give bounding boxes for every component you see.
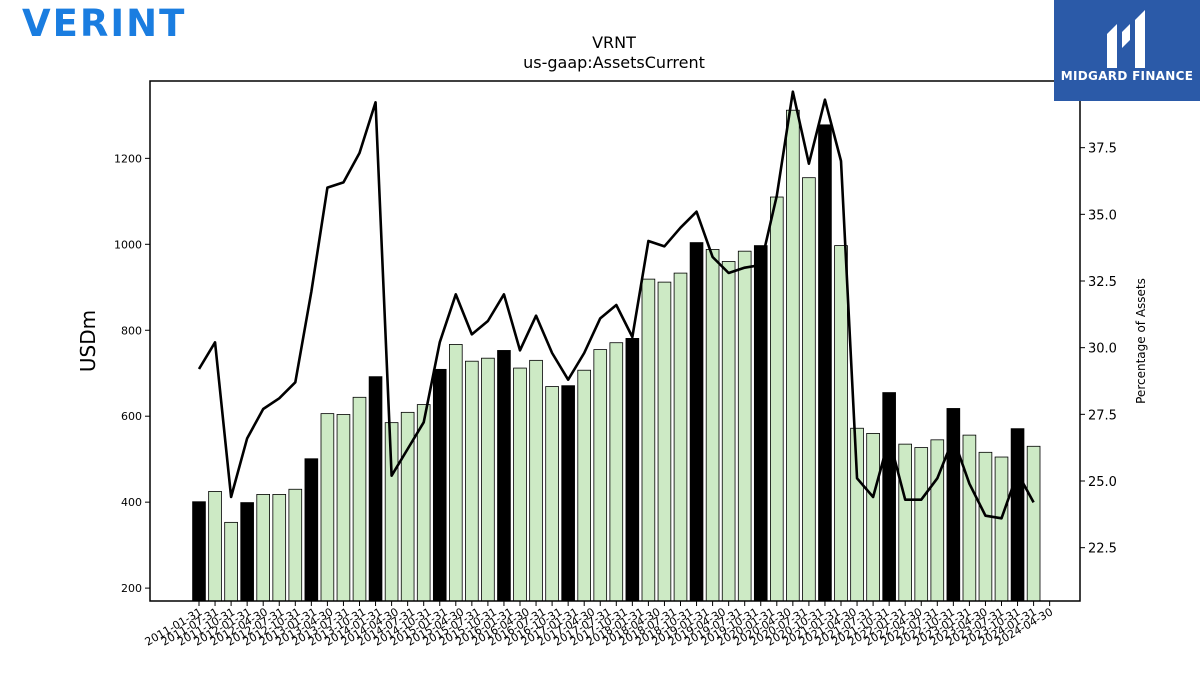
verint-logo: VERINT xyxy=(22,2,187,45)
bar xyxy=(673,272,688,602)
series-line xyxy=(197,90,1035,520)
bar xyxy=(432,368,447,602)
bar xyxy=(705,249,720,602)
y-tick-label: 200 xyxy=(121,582,142,595)
bar xyxy=(721,261,736,602)
bar xyxy=(625,338,640,602)
bar xyxy=(994,456,1009,602)
chart-title: VRNT xyxy=(592,33,636,52)
bar xyxy=(834,245,848,602)
y-tick-label: 600 xyxy=(121,410,142,423)
y-tick-label: 800 xyxy=(121,324,142,337)
bar xyxy=(753,245,768,602)
y2-tick-label: 25.0 xyxy=(1088,475,1117,490)
bar xyxy=(786,109,800,602)
y2-tick-label: 37.5 xyxy=(1088,142,1117,157)
y2-tick-label: 32.5 xyxy=(1088,275,1117,290)
bar xyxy=(802,177,816,602)
y-tick-label: 400 xyxy=(121,496,142,509)
y-axis-label: USDm xyxy=(76,310,100,372)
publisher-name: MIDGARD FINANCE xyxy=(1060,69,1194,83)
y2-axis-label: Percentage of Assets xyxy=(1134,278,1148,404)
y-tick-label: 1000 xyxy=(114,238,142,251)
bar xyxy=(320,413,335,602)
bar xyxy=(497,350,511,602)
bar xyxy=(898,443,912,602)
plot-frame xyxy=(149,80,1081,602)
bar xyxy=(577,369,591,602)
bar xyxy=(256,494,270,602)
bar xyxy=(465,360,479,602)
bar xyxy=(818,124,832,602)
bar xyxy=(561,385,575,602)
bar xyxy=(657,281,672,602)
bar xyxy=(962,434,977,602)
midgard-finance-badge: MIDGARD FINANCE xyxy=(1054,0,1200,101)
bar xyxy=(481,357,495,602)
bar xyxy=(448,344,463,602)
left-axis: 200 400 600 800 1000 1200 xyxy=(114,152,150,595)
midgard-logo-icon xyxy=(1107,10,1145,68)
bar xyxy=(737,250,752,602)
bar xyxy=(641,278,656,602)
bar xyxy=(770,196,784,602)
bar xyxy=(513,367,527,602)
y2-tick-label: 22.5 xyxy=(1088,542,1117,557)
bar-group xyxy=(192,109,1041,602)
bar xyxy=(866,432,880,602)
bar xyxy=(609,342,624,602)
y2-tick-label: 27.5 xyxy=(1088,408,1117,423)
bar xyxy=(882,392,896,602)
bar xyxy=(1010,428,1025,602)
y2-tick-label: 30.0 xyxy=(1088,342,1117,357)
bar xyxy=(1026,445,1041,602)
y2-tick-label: 35.0 xyxy=(1088,208,1117,223)
bar xyxy=(545,386,559,602)
bar xyxy=(689,242,704,602)
bar xyxy=(593,349,608,602)
bar xyxy=(288,488,303,602)
bar xyxy=(208,491,222,602)
x-axis: 2011-01-312011-07-312011-10-312012-01-31… xyxy=(143,601,1055,649)
bar xyxy=(978,451,993,602)
bar xyxy=(224,521,238,602)
bar xyxy=(336,414,351,602)
right-axis: 22.5 25.0 27.5 30.0 32.5 35.0 37.5 xyxy=(1080,142,1117,557)
bar xyxy=(368,376,383,602)
bar xyxy=(529,359,543,602)
chart-subtitle: us-gaap:AssetsCurrent xyxy=(523,53,705,72)
bar xyxy=(914,447,929,602)
bar xyxy=(416,404,431,602)
bar xyxy=(352,396,367,602)
bar xyxy=(272,494,287,602)
bar xyxy=(192,501,206,602)
y-tick-label: 1200 xyxy=(114,152,142,165)
line-layer xyxy=(197,90,1035,520)
bar xyxy=(240,502,254,602)
bar xyxy=(304,458,319,602)
